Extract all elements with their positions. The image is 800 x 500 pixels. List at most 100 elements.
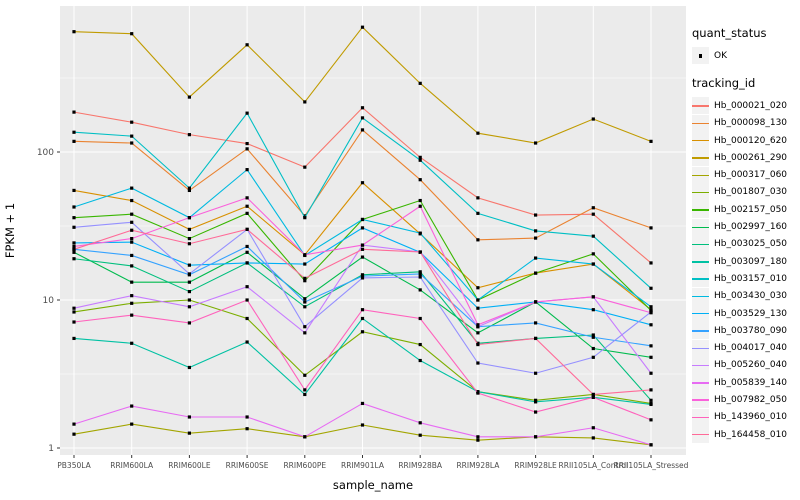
legend-item-tracking-id: Hb_000261_290 [692,149,800,167]
data-point [130,134,134,138]
y-tick-label: 100 [37,148,54,158]
series-color-line-icon [692,399,709,401]
data-point [360,316,365,321]
data-point [72,336,76,341]
data-point [591,234,595,238]
data-point [245,43,249,47]
data-point [418,250,422,254]
data-point [476,435,480,439]
line-key-icon [692,253,709,271]
data-point [303,388,307,392]
legend-item-tracking-id: Hb_005839_140 [692,374,800,392]
data-point [72,130,76,134]
data-point [534,410,538,414]
data-point [649,418,653,422]
series-color-line-icon [692,295,709,298]
x-tick-label: RRIM928LE [514,461,557,470]
data-point [476,325,480,329]
data-point [245,316,249,321]
data-point [649,355,653,359]
data-point [245,298,249,302]
legend-item-tracking-id: Hb_164458_010 [692,426,800,444]
x-tick-label: RRII105LA_Stressed [614,461,689,470]
data-point [476,361,480,365]
data-point [130,280,134,284]
data-point [130,341,134,345]
data-point [649,323,653,327]
legend-item-label: Hb_000317_060 [714,170,788,181]
data-point [130,264,134,268]
data-point [476,298,480,302]
legend-item-label: Hb_007982_050 [714,394,788,405]
series-color-line-icon [692,382,709,384]
data-point [591,395,595,399]
data-point [591,262,595,266]
data-point [360,423,365,427]
data-point [418,342,422,347]
legend-item-label: Hb_000261_290 [714,152,788,163]
data-point [476,342,480,347]
legend-block-quant-status: quant_status OK [692,26,800,65]
data-point [72,205,76,209]
data-point [187,298,191,302]
legend-item-label: Hb_005839_140 [714,377,788,388]
legend-item-label: Hb_003529_130 [714,308,788,319]
data-point [360,401,365,406]
panel-background [60,6,686,455]
legend-item-label: Hb_000120_620 [714,135,788,146]
data-point [245,285,249,289]
data-point [303,297,307,301]
data-point [187,95,191,99]
data-point [534,213,538,217]
line-key-icon [692,114,709,132]
data-point [303,392,307,397]
data-point [72,139,76,143]
legend-title-tracking-id: tracking_id [692,76,756,91]
data-point [303,305,307,309]
data-point [360,274,365,278]
data-point [130,301,134,305]
data-point [534,229,538,233]
legend-item-tracking-id: Hb_002997_160 [692,218,800,236]
data-point [476,238,480,242]
line-key-icon [692,339,709,357]
series-color-line-icon [692,278,709,280]
legend-item-tracking-id: Hb_003529_130 [692,305,800,322]
legend-item-tracking-id: Hb_000120_620 [692,132,800,150]
data-point [303,435,307,439]
legend-item-tracking-id: Hb_003157_010 [692,270,800,288]
data-point [303,279,307,283]
data-point [360,308,365,312]
data-point [187,242,191,246]
data-point [72,247,76,251]
series-color-line-icon [692,434,709,436]
legend-item-tracking-id: Hb_003430_030 [692,287,800,305]
data-point [130,228,134,232]
data-point [591,436,595,440]
data-point [303,100,307,104]
data-point [130,120,134,124]
legend-item-label: Hb_003430_030 [714,291,788,302]
legend: quant_status OK tracking_id Hb_000021_02… [692,26,800,455]
legend-item-label: Hb_003157_010 [714,273,788,284]
line-key-icon [692,356,709,374]
data-point [245,141,249,146]
data-point [360,276,365,280]
legend-item-tracking-id: Hb_000098_130 [692,114,800,132]
data-point [72,257,76,261]
data-point [418,178,422,182]
x-tick-label: RRII105LA_Control [559,461,629,470]
legend-block-tracking-id: tracking_id Hb_000021_020 Hb_000098_130 Hb… [692,76,800,444]
data-point [130,198,134,203]
data-point [591,392,595,397]
data-point [245,415,249,419]
data-point [649,443,653,447]
series-color-line-icon [692,157,709,159]
data-point [591,355,595,359]
data-point [130,236,134,241]
data-point [360,226,365,230]
legend-item-tracking-id: Hb_143960_010 [692,408,800,426]
data-point [245,147,249,151]
data-point [245,427,249,431]
data-point [303,276,307,280]
